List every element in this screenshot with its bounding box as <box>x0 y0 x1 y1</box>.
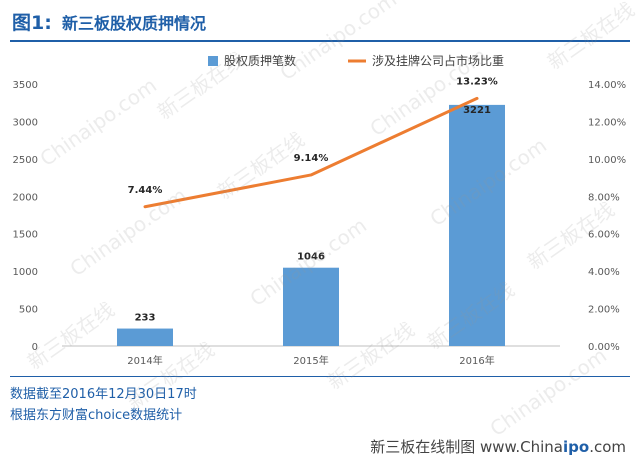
y-left-tick-label: 1000 <box>13 267 38 278</box>
line-data-label: 9.14% <box>294 153 329 164</box>
y-right-tick-label: 8.00% <box>588 192 620 203</box>
line-series <box>143 96 479 209</box>
source-notes: 数据截至2016年12月30日17时 根据东方财富choice数据统计 <box>10 384 197 426</box>
y-right-tick-label: 6.00% <box>588 230 620 241</box>
bar-data-label: 3221 <box>463 105 491 116</box>
note-line-1: 数据截至2016年12月30日17时 <box>10 387 197 402</box>
chart-title: 新三板股权质押情况 <box>62 14 207 33</box>
y-right-tick-label: 0.00% <box>588 342 620 353</box>
legend-bar-label: 股权质押笔数 <box>224 53 296 68</box>
footer-divider <box>10 376 630 377</box>
figure-number: 图1: <box>12 12 52 34</box>
y-left-tick-label: 2000 <box>13 192 38 203</box>
x-tick-label: 2014年 <box>127 354 162 367</box>
chart-area: 0 500 1000 1500 2000 2500 3000 3500 0.00% 2.00% 4.… <box>13 53 627 367</box>
y-left-tick-label: 1500 <box>13 230 38 241</box>
bar <box>449 104 505 346</box>
bar <box>117 328 173 346</box>
y-left-tick-label: 2500 <box>13 155 38 166</box>
x-tick-label: 2015年 <box>293 354 328 367</box>
y-left-tick-label: 3000 <box>13 117 38 128</box>
y-right-tick-label: 12.00% <box>588 117 626 128</box>
x-tick-label: 2016年 <box>459 354 494 367</box>
y-right-tick-label: 4.00% <box>588 267 620 278</box>
bar-data-label: 1046 <box>297 252 325 263</box>
bar-data-label: 233 <box>135 313 156 324</box>
y-right-tick-label: 14.00% <box>588 80 626 91</box>
line-data-label: 13.23% <box>456 76 498 87</box>
y-left-tick-label: 0 <box>32 342 38 353</box>
y-right-tick-label: 2.00% <box>588 305 620 316</box>
title-bar: 图1: 新三板股权质押情况 <box>0 0 640 46</box>
title-divider <box>10 40 630 42</box>
y-left-tick-label: 500 <box>19 305 38 316</box>
legend-line-label: 涉及挂牌公司占市场比重 <box>372 53 504 68</box>
legend-bar-swatch <box>208 56 218 66</box>
note-line-2: 根据东方财富choice数据统计 <box>10 408 183 423</box>
y-right-tick-label: 10.00% <box>588 155 626 166</box>
credit-line: 新三板在线制图 www.Chinaipo.com <box>370 438 626 456</box>
y-left-tick-label: 3500 <box>13 80 38 91</box>
bar <box>283 267 339 346</box>
line-data-label: 7.44% <box>128 185 163 196</box>
